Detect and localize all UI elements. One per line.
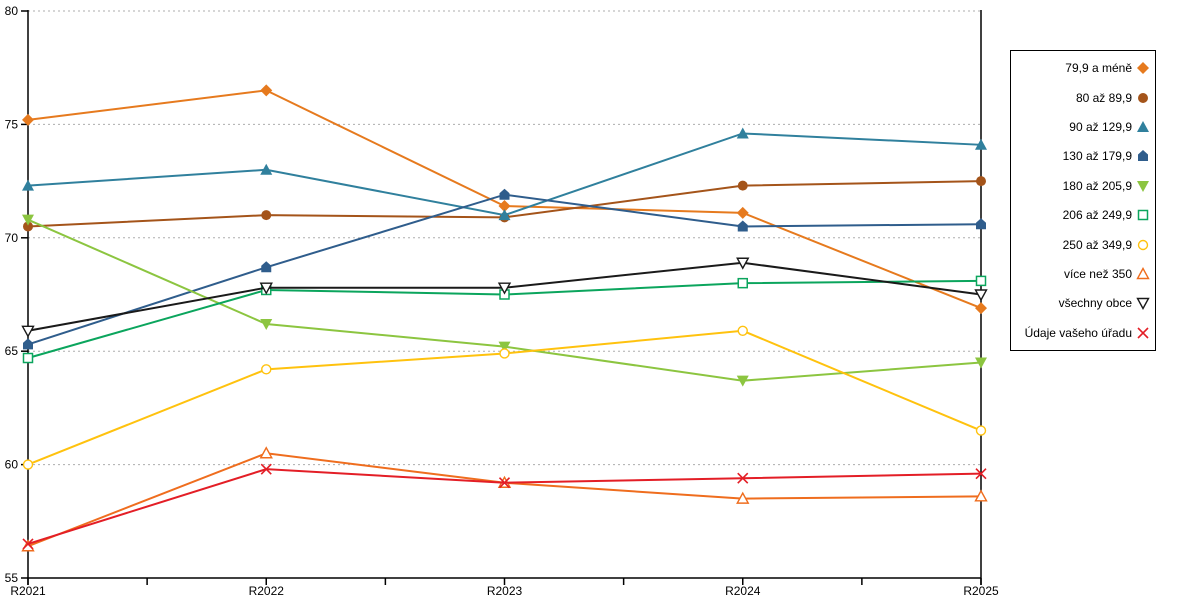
data-point-marker (261, 364, 272, 375)
legend-label: 180 až 205,9 (1062, 178, 1132, 193)
data-point-marker (736, 257, 750, 270)
data-point-marker (22, 459, 34, 470)
legend-item: více než 350 (1011, 259, 1155, 288)
y-tick-label: 80 (5, 4, 19, 18)
y-tick-label: 65 (5, 344, 19, 358)
data-point-marker (737, 180, 748, 191)
data-point-marker (737, 472, 749, 484)
legend-item: všechny obce (1011, 289, 1155, 318)
data-point-marker (737, 220, 748, 232)
series-4 (22, 214, 987, 387)
series-3 (23, 188, 986, 350)
data-point-marker (22, 179, 34, 191)
legend-item: Údaje vašeho úřadu (1011, 318, 1155, 347)
data-point-marker (260, 84, 273, 97)
data-point-marker (259, 446, 273, 459)
data-point-marker (974, 489, 988, 502)
legend-label: 206 až 249,9 (1062, 208, 1132, 223)
data-point-marker (975, 138, 987, 150)
legend-item: 79,9 a méně (1011, 54, 1155, 83)
legend-label: Údaje vašeho úřadu (1024, 325, 1132, 340)
y-tick-label: 70 (5, 231, 19, 245)
legend-item: 180 až 205,9 (1011, 171, 1155, 200)
axis-labels: 55 60 65 70 75 80 R2021 R2022 R2023 R2024 R2025 (5, 4, 999, 598)
legend-label: více než 350 (1063, 266, 1132, 281)
data-point-marker (975, 275, 987, 287)
data-point-marker (22, 352, 34, 364)
data-point-marker (736, 375, 749, 387)
legend-pentagon-icon (1138, 150, 1148, 162)
data-point-marker (23, 338, 33, 350)
legend-triangle-down-icon (1136, 298, 1150, 311)
legend-item: 250 až 349,9 (1011, 230, 1155, 259)
legend-item: 90 až 129,9 (1011, 112, 1155, 141)
series-2 (22, 127, 987, 221)
legend-triangle-up-icon (1137, 121, 1149, 133)
y-tick-label: 60 (5, 458, 19, 472)
gridlines (28, 10, 981, 466)
data-point-marker (975, 302, 987, 315)
data-point-marker (261, 210, 272, 221)
y-tick-label: 75 (5, 117, 19, 131)
legend-triangle-up-icon (1136, 267, 1150, 280)
data-point-marker (21, 325, 35, 338)
legend: 79,9 a méně 80 až 89,9 90 až 129,9 130 až 1… (1010, 50, 1156, 351)
series-9 (22, 463, 987, 550)
legend-circle-icon (1138, 92, 1148, 103)
data-point-marker (22, 214, 34, 226)
legend-item: 206 až 249,9 (1011, 201, 1155, 230)
legend-diamond-icon (1137, 62, 1149, 75)
legend-label: 80 až 89,9 (1075, 90, 1132, 105)
x-tick-label: R2025 (963, 584, 999, 598)
data-point-marker (737, 325, 748, 336)
legend-label: 130 až 179,9 (1062, 149, 1132, 164)
x-tick-label: R2022 (249, 584, 285, 598)
legend-triangle-down-icon (1137, 180, 1149, 192)
data-point-marker (499, 188, 510, 200)
data-point-marker (736, 127, 749, 139)
legend-item: 80 až 89,9 (1011, 83, 1155, 112)
data-point-marker (737, 277, 748, 289)
data-point-marker (261, 261, 272, 273)
data-point-marker (498, 209, 511, 221)
data-point-marker (22, 538, 34, 550)
legend-label: všechny obce (1058, 296, 1132, 311)
legend-label: 90 až 129,9 (1069, 120, 1132, 135)
series-8 (21, 257, 988, 338)
legend-label: 250 až 349,9 (1062, 237, 1132, 252)
data-point-marker (976, 218, 986, 230)
x-tick-label: R2024 (725, 584, 761, 598)
legend-item: 130 až 179,9 (1011, 142, 1155, 171)
data-point-marker (260, 463, 272, 475)
data-point-marker (498, 477, 511, 489)
legend-label: 79,9 a méně (1065, 61, 1132, 76)
data-point-marker (260, 318, 273, 330)
data-point-marker (498, 200, 511, 213)
series-6 (22, 325, 987, 470)
x-tick-label: R2021 (10, 584, 46, 598)
legend-circle-icon (1137, 239, 1149, 250)
data-point-marker (974, 289, 988, 302)
data-point-marker (976, 176, 986, 187)
data-point-marker (497, 282, 512, 295)
legend-x-icon (1137, 327, 1149, 339)
data-point-marker (736, 491, 750, 504)
data-point-marker (736, 206, 749, 219)
legend-square-icon (1137, 209, 1149, 221)
data-point-marker (975, 468, 987, 480)
data-point-marker (260, 163, 273, 175)
data-point-marker (975, 425, 987, 436)
data-point-marker (23, 221, 33, 232)
data-point-marker (975, 357, 987, 369)
data-point-marker (22, 113, 34, 126)
data-point-marker (499, 348, 510, 359)
data-point-marker (498, 341, 511, 353)
y-tick-label: 55 (5, 571, 19, 585)
series-0 (22, 84, 987, 315)
data-point-marker (259, 282, 273, 295)
x-tick-label: R2023 (487, 584, 523, 598)
